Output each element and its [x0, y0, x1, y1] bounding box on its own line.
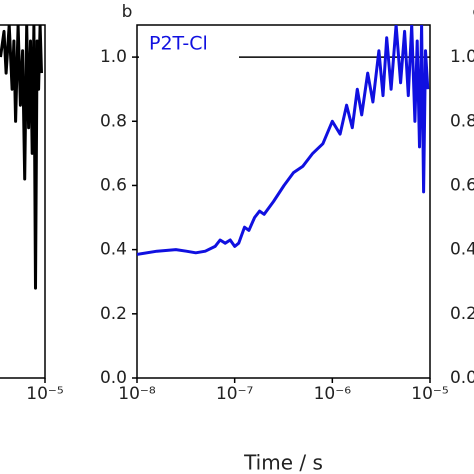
panel-label: b	[122, 2, 133, 22]
y-tick-label: 0.8	[100, 111, 127, 131]
x-tick-label: 10⁻⁵	[26, 384, 63, 404]
plot-area	[137, 25, 430, 256]
x-tick-label: 10⁻⁶	[314, 384, 352, 404]
plot-area	[0, 25, 43, 290]
plot-frame	[136, 24, 431, 379]
y-tick-label: 0.4	[450, 240, 474, 260]
x-tick-label: 10⁻⁵	[411, 384, 448, 404]
y-tick-label: 0.6	[450, 175, 474, 195]
data-line	[137, 25, 430, 256]
y-tick-label: 0.2	[450, 304, 474, 324]
y-tick-label: 0.2	[100, 304, 127, 324]
y-tick-label: 1.0	[100, 47, 127, 67]
y-tick-label: 0.0	[100, 368, 127, 388]
legend-entry: P2T-Cl	[149, 33, 208, 55]
y-tick-label: 0.6	[100, 175, 127, 195]
y-tick-label: 0.8	[450, 111, 474, 131]
x-axis-label: Time / s	[243, 451, 323, 474]
x-tick-label: 10⁻⁷	[216, 384, 254, 404]
y-tick-label: 0.4	[100, 240, 127, 260]
panel-label: c	[472, 2, 474, 22]
y-tick-label: 1.0	[450, 47, 474, 67]
data-line	[0, 25, 43, 290]
x-tick-label: 10⁻⁸	[118, 384, 156, 404]
y-tick-label: 0.0	[450, 368, 474, 388]
legend-box	[139, 27, 239, 58]
plot-frame	[0, 24, 46, 379]
